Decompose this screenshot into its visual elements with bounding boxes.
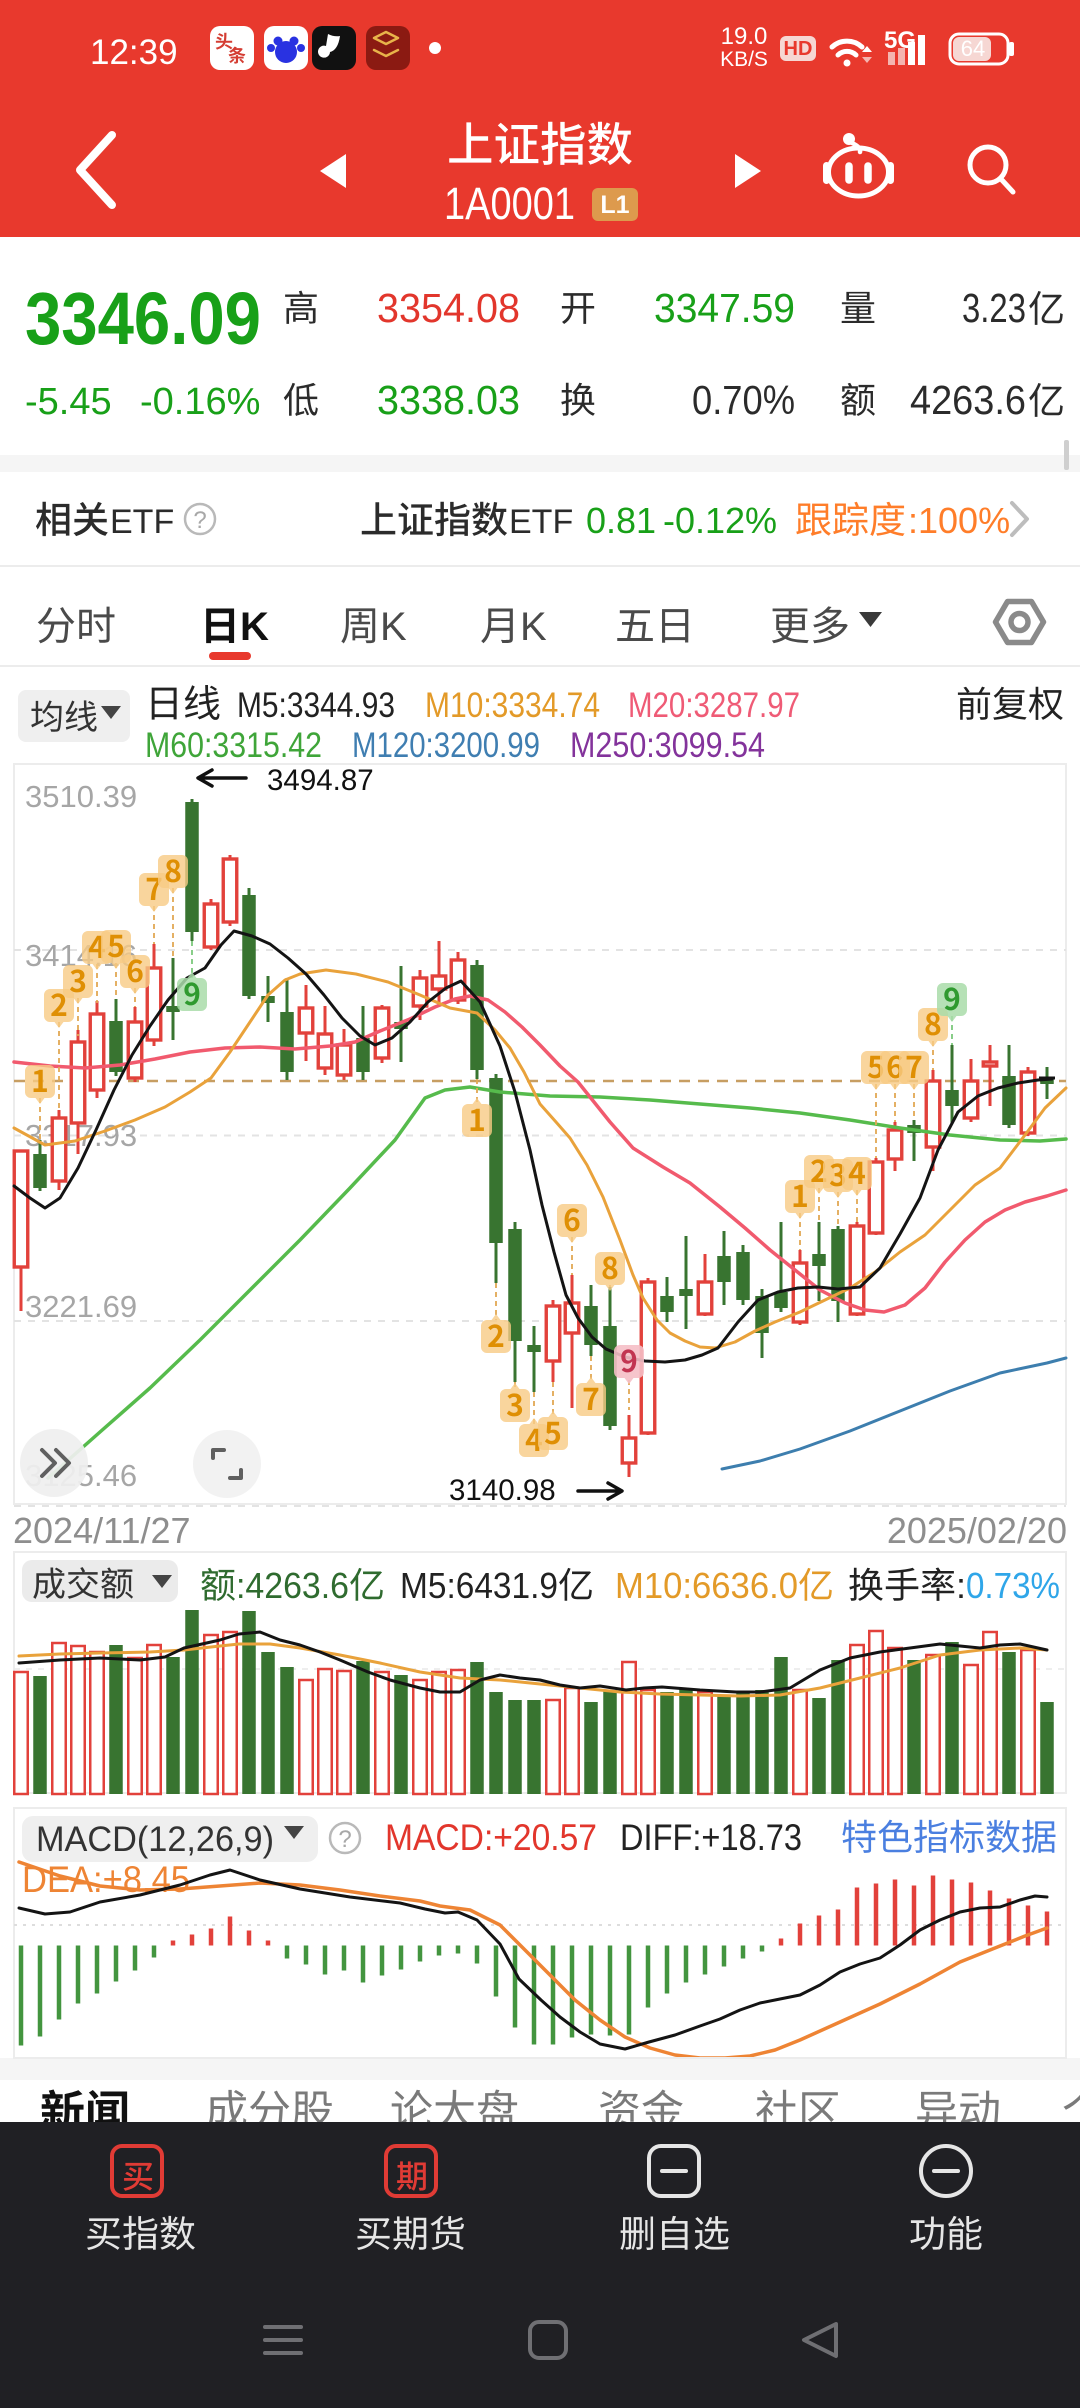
svg-text:3.23: 3.23 bbox=[962, 285, 1026, 331]
svg-text:-0.16%: -0.16% bbox=[140, 381, 260, 423]
svg-text:M5:3344.93: M5:3344.93 bbox=[237, 686, 395, 725]
svg-text:0.81: 0.81 bbox=[586, 500, 656, 541]
svg-text:64: 64 bbox=[961, 36, 985, 61]
svg-text:3354.08: 3354.08 bbox=[377, 285, 520, 331]
svg-text:3140.98: 3140.98 bbox=[449, 1474, 556, 1507]
svg-text:KB/S: KB/S bbox=[720, 48, 768, 71]
svg-text:DEA:+8.45: DEA:+8.45 bbox=[22, 1859, 190, 1900]
svg-text::4263.6: :4263.6 bbox=[236, 1565, 349, 1606]
svg-text:M10:6636.0: M10:6636.0 bbox=[615, 1565, 798, 1606]
svg-text:K: K bbox=[240, 605, 269, 649]
svg-text:K: K bbox=[520, 605, 547, 649]
svg-text:ETF: ETF bbox=[110, 503, 174, 541]
svg-text:12:39: 12:39 bbox=[90, 33, 178, 72]
svg-text:19.0: 19.0 bbox=[721, 23, 768, 50]
svg-text:MACD(12,26,9): MACD(12,26,9) bbox=[36, 1820, 274, 1859]
svg-text:-0.12%: -0.12% bbox=[663, 500, 777, 541]
svg-text:HD: HD bbox=[784, 38, 813, 60]
svg-text:M20:3287.97: M20:3287.97 bbox=[628, 686, 800, 725]
svg-text:3221.69: 3221.69 bbox=[25, 1289, 137, 1324]
svg-text:L1: L1 bbox=[600, 191, 629, 219]
svg-text:3494.87: 3494.87 bbox=[267, 764, 374, 797]
svg-text:-5.45: -5.45 bbox=[25, 381, 112, 423]
svg-text:M250:3099.54: M250:3099.54 bbox=[570, 726, 765, 765]
svg-text:3338.03: 3338.03 bbox=[377, 377, 520, 423]
svg-text:1A0001: 1A0001 bbox=[444, 178, 575, 229]
svg-text::100%: :100% bbox=[908, 500, 1010, 541]
svg-text:2025/02/20: 2025/02/20 bbox=[887, 1510, 1067, 1551]
svg-text:3510.39: 3510.39 bbox=[25, 779, 137, 814]
svg-text:?: ? bbox=[193, 507, 206, 534]
svg-text:0.73%: 0.73% bbox=[966, 1565, 1060, 1606]
svg-text:3347.59: 3347.59 bbox=[654, 285, 795, 331]
svg-text:3346.09: 3346.09 bbox=[25, 277, 261, 360]
svg-text:M60:3315.42: M60:3315.42 bbox=[145, 726, 322, 765]
svg-text:2024/11/27: 2024/11/27 bbox=[13, 1510, 191, 1551]
svg-text:0.70%: 0.70% bbox=[692, 377, 795, 423]
svg-text:M5:6431.9: M5:6431.9 bbox=[400, 1565, 558, 1606]
svg-text:ETF: ETF bbox=[509, 503, 573, 541]
svg-text:4263.6: 4263.6 bbox=[910, 377, 1026, 423]
svg-text:?: ? bbox=[338, 1826, 351, 1853]
svg-text:M120:3200.99: M120:3200.99 bbox=[352, 726, 540, 765]
svg-text:DIFF:+18.73: DIFF:+18.73 bbox=[620, 1817, 802, 1858]
svg-text:K: K bbox=[380, 605, 407, 649]
svg-text::: : bbox=[956, 1565, 966, 1606]
svg-text:M10:3334.74: M10:3334.74 bbox=[425, 686, 600, 725]
svg-text:MACD:+20.57: MACD:+20.57 bbox=[385, 1817, 597, 1858]
